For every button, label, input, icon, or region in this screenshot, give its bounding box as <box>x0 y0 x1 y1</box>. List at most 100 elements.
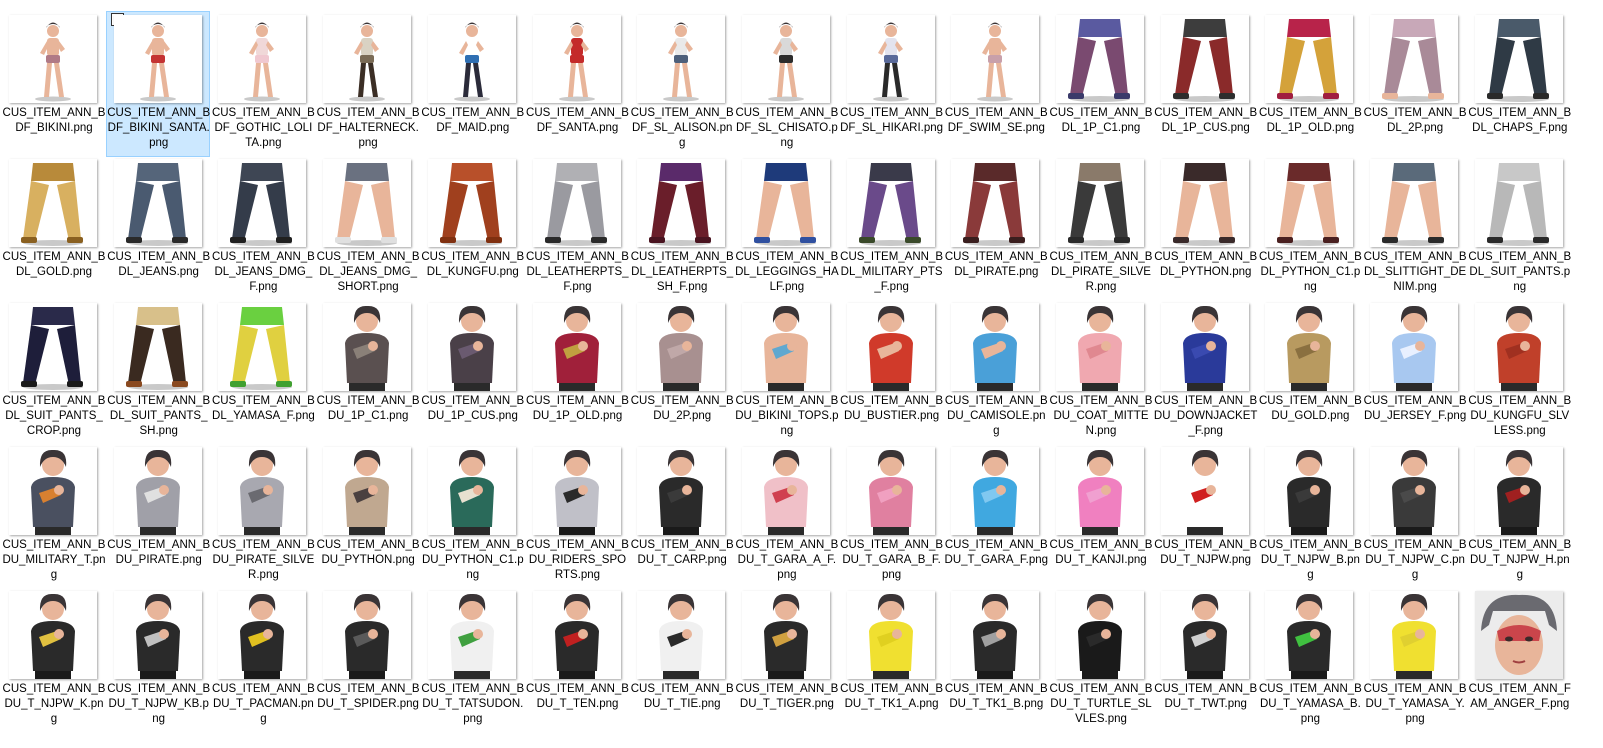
file-item[interactable]: CUS_ITEM_ANN_BDL_CHAPS_F.png <box>1467 11 1571 157</box>
file-thumbnail[interactable] <box>427 303 516 391</box>
file-item[interactable]: CUS_ITEM_ANN_BDU_MILITARY_T.png <box>1 443 106 589</box>
file-item[interactable]: CUS_ITEM_ANN_BDU_1P_CUS.png <box>420 299 524 445</box>
file-thumbnail[interactable] <box>532 159 621 247</box>
file-item[interactable]: CUS_ITEM_ANN_BDU_1P_OLD.png <box>525 299 629 445</box>
file-thumbnail[interactable] <box>218 15 307 103</box>
file-thumbnail[interactable] <box>1265 447 1354 535</box>
file-item[interactable]: CUS_ITEM_ANN_BDU_PIRATE_SILVER.png <box>210 443 315 589</box>
file-item[interactable]: CUS_ITEM_ANN_BDU_T_NJPW_B.png <box>1257 443 1362 589</box>
file-thumbnail[interactable] <box>951 159 1040 247</box>
file-item[interactable]: CUS_ITEM_ANN_BDU_T_TIE.png <box>629 587 734 733</box>
file-thumbnail[interactable] <box>637 159 726 247</box>
file-item[interactable]: CUS_ITEM_ANN_BDU_T_GARA_B_F.png <box>839 443 943 589</box>
file-thumbnail[interactable] <box>1474 591 1563 679</box>
file-item[interactable]: CUS_ITEM_ANN_BDU_1P_C1.png <box>315 299 420 445</box>
file-item[interactable]: CUS_ITEM_ANN_BDU_T_TEN.png <box>525 587 629 733</box>
file-item[interactable]: CUS_ITEM_ANN_BDF_SL_HIKARI.png <box>839 11 943 157</box>
file-item[interactable]: CUS_ITEM_ANN_BDF_SANTA.png <box>525 11 629 157</box>
file-thumbnail[interactable] <box>1474 447 1563 535</box>
file-item[interactable]: CUS_ITEM_ANN_BDL_SUIT_PANTS_SH.png <box>106 299 210 445</box>
file-thumbnail[interactable] <box>532 591 621 679</box>
file-item[interactable]: CUS_ITEM_ANN_BDL_PIRATE.png <box>943 155 1048 301</box>
file-item[interactable]: CUS_ITEM_ANN_BDU_T_TIGER.png <box>734 587 838 733</box>
file-thumbnail[interactable] <box>846 15 935 103</box>
file-item[interactable]: CUS_ITEM_ANN_BDU_T_TK1_B.png <box>943 587 1048 733</box>
file-thumbnail[interactable] <box>323 447 412 535</box>
file-thumbnail[interactable] <box>9 15 97 103</box>
file-item[interactable]: CUS_ITEM_ANN_BDF_HALTERNECK.png <box>315 11 420 157</box>
file-thumbnail[interactable] <box>323 15 412 103</box>
file-thumbnail[interactable] <box>637 15 726 103</box>
file-thumbnail[interactable] <box>637 303 726 391</box>
file-thumbnail[interactable] <box>1265 159 1354 247</box>
file-thumbnail[interactable] <box>1265 591 1354 679</box>
file-thumbnail[interactable] <box>1370 303 1459 391</box>
file-item[interactable]: CUS_ITEM_ANN_BDU_JERSEY_F.png <box>1362 299 1467 445</box>
file-thumbnail[interactable] <box>1370 159 1459 247</box>
file-item[interactable]: CUS_ITEM_ANN_BDL_LEATHERPTS_SH_F.png <box>629 155 734 301</box>
file-item[interactable]: CUS_ITEM_ANN_BDU_T_TWT.png <box>1153 587 1257 733</box>
file-item[interactable]: CUS_ITEM_ANN_BDU_T_TURTLE_SLVLES.png <box>1048 587 1152 733</box>
file-thumbnail[interactable] <box>9 447 97 535</box>
file-item[interactable]: CUS_ITEM_ANN_BDU_CAMISOLE.png <box>943 299 1048 445</box>
file-thumbnail[interactable] <box>532 303 621 391</box>
file-item[interactable]: CUS_ITEM_ANN_BDU_T_NJPW_KB.png <box>106 587 210 733</box>
file-item[interactable]: CUS_ITEM_ANN_BDL_KUNGFU.png <box>420 155 524 301</box>
file-item[interactable]: CUS_ITEM_ANN_BDU_T_SPIDER.png <box>315 587 420 733</box>
file-thumbnail[interactable] <box>1056 591 1144 679</box>
file-item[interactable]: CUS_ITEM_ANN_BDL_SLITTIGHT_DENIM.png <box>1362 155 1467 301</box>
file-thumbnail[interactable] <box>1265 15 1354 103</box>
file-item[interactable]: CUS_ITEM_ANN_BDU_T_YAMASA_B.png <box>1257 587 1362 733</box>
file-thumbnail[interactable] <box>218 303 307 391</box>
file-item[interactable]: CUS_ITEM_ANN_BDU_T_CARP.png <box>629 443 734 589</box>
file-thumbnail[interactable] <box>9 591 97 679</box>
file-thumbnail[interactable] <box>427 591 516 679</box>
file-thumbnail[interactable] <box>741 15 830 103</box>
file-thumbnail[interactable] <box>323 159 412 247</box>
file-item[interactable]: CUS_ITEM_ANN_BDU_T_YAMASA_Y.png <box>1362 587 1467 733</box>
file-item[interactable]: CUS_ITEM_ANN_BDL_PIRATE_SILVER.png <box>1048 155 1152 301</box>
file-thumbnail[interactable] <box>1160 159 1249 247</box>
file-item[interactable]: CUS_ITEM_ANN_BDU_KUNGFU_SLVLESS.png <box>1467 299 1571 445</box>
file-item[interactable]: CUS_ITEM_ANN_BDU_PYTHON.png <box>315 443 420 589</box>
file-thumbnail[interactable] <box>1474 303 1563 391</box>
file-thumbnail[interactable] <box>323 303 412 391</box>
file-thumbnail[interactable] <box>113 159 202 247</box>
file-item[interactable]: CUS_ITEM_ANN_BDL_2P.png <box>1362 11 1467 157</box>
file-thumbnail[interactable] <box>637 591 726 679</box>
file-thumbnail[interactable] <box>846 447 935 535</box>
file-item[interactable]: CUS_ITEM_ANN_BDL_LEGGINGS_HALF.png <box>734 155 839 301</box>
file-thumbnail[interactable] <box>427 447 516 535</box>
file-thumbnail[interactable] <box>951 447 1040 535</box>
file-thumbnail[interactable] <box>846 303 935 391</box>
file-thumbnail[interactable] <box>532 15 621 103</box>
file-item[interactable]: CUS_ITEM_ANN_BDL_GOLD.png <box>1 155 105 301</box>
file-thumbnail[interactable] <box>1056 303 1144 391</box>
file-thumbnail[interactable] <box>951 303 1040 391</box>
file-item[interactable]: CUS_ITEM_ANN_BDU_T_TATSUDON.png <box>420 587 524 733</box>
file-thumbnail[interactable] <box>1160 303 1249 391</box>
file-thumbnail[interactable] <box>637 447 726 535</box>
file-item[interactable]: CUS_ITEM_ANN_BDL_SUIT_PANTS_CROP.png <box>1 299 105 445</box>
file-thumbnail[interactable] <box>113 447 202 535</box>
file-thumbnail[interactable] <box>1160 15 1249 103</box>
file-item[interactable]: CUS_ITEM_ANN_BDL_1P_C1.png <box>1048 11 1152 157</box>
file-thumbnail[interactable] <box>741 447 830 535</box>
file-item[interactable]: CUS_ITEM_ANN_BDL_YAMASA_F.png <box>210 299 315 445</box>
file-item[interactable]: CUS_ITEM_ANN_BDF_BIKINI.png <box>1 11 105 157</box>
file-thumbnail[interactable] <box>9 159 97 247</box>
file-thumbnail[interactable] <box>1265 303 1354 391</box>
file-item[interactable]: CUS_ITEM_ANN_BDU_T_NJPW_C.png <box>1362 443 1467 589</box>
file-item[interactable]: CUS_ITEM_ANN_BDU_PYTHON_C1.png <box>420 443 524 589</box>
file-item[interactable]: CUS_ITEM_ANN_BDL_PYTHON.png <box>1153 155 1257 301</box>
file-item[interactable]: CUS_ITEM_ANN_BDU_DOWNJACKET_F.png <box>1153 299 1257 445</box>
file-item[interactable]: CUS_ITEM_ANN_BDL_SUIT_PANTS.png <box>1467 155 1571 301</box>
file-thumbnail[interactable] <box>1474 15 1563 103</box>
file-item[interactable]: CUS_ITEM_ANN_BDF_SWIM_SE.png <box>943 11 1048 157</box>
file-item[interactable]: ✓CUS_ITEM_ANN_BDF_BIKINI_SANTA.png <box>105 11 210 157</box>
file-item[interactable]: CUS_ITEM_ANN_BDL_JEANS_DMG_F.png <box>210 155 315 301</box>
file-item[interactable]: CUS_ITEM_ANN_BDL_PYTHON_C1.png <box>1257 155 1362 301</box>
file-thumbnail[interactable] <box>323 591 412 679</box>
file-item[interactable]: CUS_ITEM_ANN_BDU_COAT_MITTEN.png <box>1048 299 1152 445</box>
file-thumbnail[interactable] <box>218 159 307 247</box>
